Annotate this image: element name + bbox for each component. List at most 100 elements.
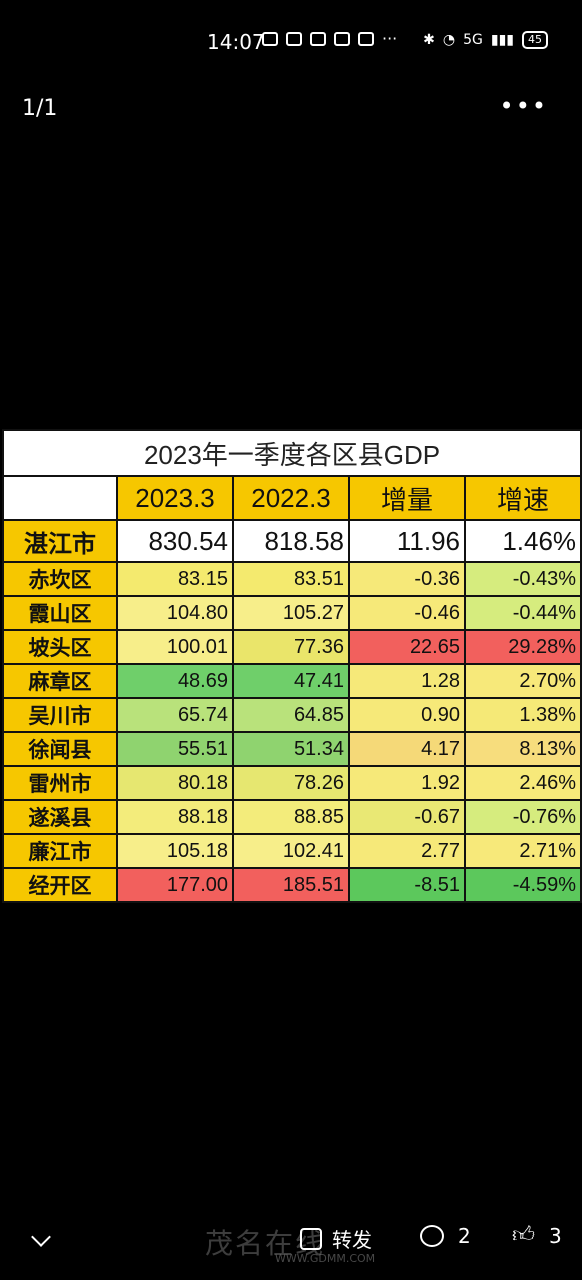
header-blank-cell bbox=[2, 475, 118, 521]
status-bar: 14:07 ··· ✱ ◔ 5G ▮▮▮ 45 bbox=[0, 0, 582, 86]
table-title: 2023年一季度各区县GDP bbox=[1, 429, 582, 477]
value-cell-v2023: 80.18 bbox=[116, 765, 234, 801]
viewer-top-bar: 1/1 ••• bbox=[0, 86, 582, 130]
table-row: 赤坎区 83.15 83.51 -0.36 -0.43% bbox=[2, 561, 582, 597]
value-cell-rate: -0.76% bbox=[463, 799, 582, 835]
value-cell-rate: 1.38% bbox=[463, 697, 582, 733]
value-cell-rate: 29.28% bbox=[463, 629, 582, 665]
value-cell-v2022: 51.34 bbox=[232, 731, 350, 767]
region-name-cell: 经开区 bbox=[2, 867, 118, 903]
region-name-cell: 赤坎区 bbox=[2, 561, 118, 597]
bluetooth-icon: ✱ bbox=[423, 32, 435, 48]
table-row: 廉江市 105.18 102.41 2.77 2.71% bbox=[2, 833, 582, 869]
share-label: 转发 bbox=[332, 1228, 372, 1252]
status-time: 14:07 bbox=[207, 30, 265, 54]
value-cell-v2022: 105.27 bbox=[232, 595, 350, 631]
region-name-cell: 坡头区 bbox=[2, 629, 118, 665]
region-name-cell: 遂溪县 bbox=[2, 799, 118, 835]
value-cell-v2023: 88.18 bbox=[116, 799, 234, 835]
column-header: 2023.3 bbox=[116, 475, 234, 521]
value-cell-rate: 2.70% bbox=[463, 663, 582, 699]
watermark-url: WWW.GDMM.COM bbox=[275, 1252, 376, 1265]
table-row-city: 湛江市 830.54 818.58 11.96 1.46% bbox=[2, 519, 582, 563]
value-cell-inc: -0.46 bbox=[348, 595, 466, 631]
value-cell-v2022: 185.51 bbox=[232, 867, 350, 903]
table-row: 麻章区 48.69 47.41 1.28 2.70% bbox=[2, 663, 582, 699]
table-row: 坡头区 100.01 77.36 22.65 29.28% bbox=[2, 629, 582, 665]
value-cell-v2023: 48.69 bbox=[116, 663, 234, 699]
value-cell-rate: 8.13% bbox=[463, 731, 582, 767]
gdp-table-image[interactable]: 2023年一季度各区县GDP 2023.3 2022.3 增量 增速 湛江市 83… bbox=[1, 429, 582, 903]
table-row: 遂溪县 88.18 88.85 -0.67 -0.76% bbox=[2, 799, 582, 835]
value-cell-v2023: 65.74 bbox=[116, 697, 234, 733]
value-cell-inc: -0.67 bbox=[348, 799, 466, 835]
table-row: 雷州市 80.18 78.26 1.92 2.46% bbox=[2, 765, 582, 801]
value-cell-v2022: 83.51 bbox=[232, 561, 350, 597]
column-header: 增量 bbox=[348, 475, 466, 521]
table-row: 徐闻县 55.51 51.34 4.17 8.13% bbox=[2, 731, 582, 767]
chevron-down-icon[interactable] bbox=[31, 1227, 51, 1247]
region-name-cell: 霞山区 bbox=[2, 595, 118, 631]
page-counter: 1/1 bbox=[22, 96, 58, 121]
value-cell-v2023: 100.01 bbox=[116, 629, 234, 665]
column-header: 2022.3 bbox=[232, 475, 350, 521]
region-name-cell: 湛江市 bbox=[2, 519, 118, 563]
value-cell-rate: -0.43% bbox=[463, 561, 582, 597]
value-cell-inc: 1.92 bbox=[348, 765, 466, 801]
value-cell-v2023: 83.15 bbox=[116, 561, 234, 597]
share-icon bbox=[300, 1227, 322, 1250]
value-cell-v2022: 77.36 bbox=[232, 629, 350, 665]
value-cell-v2022: 64.85 bbox=[232, 697, 350, 733]
table-row: 霞山区 104.80 105.27 -0.46 -0.44% bbox=[2, 595, 582, 631]
value-cell-rate: -0.44% bbox=[463, 595, 582, 631]
value-cell-inc: 2.77 bbox=[348, 833, 466, 869]
table-row: 经开区 177.00 185.51 -8.51 -4.59% bbox=[2, 867, 582, 903]
value-cell-rate: 2.46% bbox=[463, 765, 582, 801]
value-cell-v2022: 47.41 bbox=[232, 663, 350, 699]
region-name-cell: 雷州市 bbox=[2, 765, 118, 801]
value-cell-v2023: 830.54 bbox=[116, 519, 234, 563]
value-cell-rate: 2.71% bbox=[463, 833, 582, 869]
wechat-icon bbox=[358, 32, 374, 46]
network-label: 5G bbox=[463, 32, 483, 48]
value-cell-rate: 1.46% bbox=[463, 519, 582, 563]
region-name-cell: 麻章区 bbox=[2, 663, 118, 699]
signal-icon: ▮▮▮ bbox=[490, 32, 514, 48]
comment-icon bbox=[420, 1225, 444, 1247]
region-name-cell: 吴川市 bbox=[2, 697, 118, 733]
value-cell-inc: 4.17 bbox=[348, 731, 466, 767]
region-name-cell: 廉江市 bbox=[2, 833, 118, 869]
more-options-icon[interactable]: ••• bbox=[499, 92, 548, 120]
value-cell-v2022: 78.26 bbox=[232, 765, 350, 801]
value-cell-v2023: 55.51 bbox=[116, 731, 234, 767]
value-cell-rate: -4.59% bbox=[463, 867, 582, 903]
value-cell-v2022: 818.58 bbox=[232, 519, 350, 563]
more-notifications-icon: ··· bbox=[382, 29, 398, 48]
app-notification-icon bbox=[286, 32, 302, 46]
value-cell-inc: 22.65 bbox=[348, 629, 466, 665]
value-cell-v2023: 104.80 bbox=[116, 595, 234, 631]
value-cell-inc: -0.36 bbox=[348, 561, 466, 597]
mail-icon bbox=[334, 32, 350, 46]
comment-count: 2 bbox=[458, 1224, 471, 1248]
value-cell-inc: 11.96 bbox=[348, 519, 466, 563]
battery-icon: 45 bbox=[522, 31, 548, 49]
like-button[interactable]: 👍︎ 3 bbox=[512, 1224, 562, 1248]
bottom-action-bar: 茂名在线 WWW.GDMM.COM 转发 2 👍︎ 3 bbox=[0, 1210, 582, 1270]
watermark-logo: 茂名在线 bbox=[205, 1227, 326, 1260]
status-indicators: ✱ ◔ 5G ▮▮▮ 45 bbox=[423, 31, 548, 49]
share-button[interactable]: 转发 bbox=[300, 1224, 372, 1253]
value-cell-v2023: 105.18 bbox=[116, 833, 234, 869]
comment-button[interactable]: 2 bbox=[420, 1224, 471, 1248]
notification-icons: ··· bbox=[262, 29, 398, 48]
missed-call-icon bbox=[262, 32, 278, 46]
value-cell-inc: 0.90 bbox=[348, 697, 466, 733]
value-cell-v2023: 177.00 bbox=[116, 867, 234, 903]
table-header-row: 2023.3 2022.3 增量 增速 bbox=[2, 475, 582, 521]
value-cell-v2022: 88.85 bbox=[232, 799, 350, 835]
table-row: 吴川市 65.74 64.85 0.90 1.38% bbox=[2, 697, 582, 733]
wifi-icon: ◔ bbox=[442, 32, 456, 48]
value-cell-inc: -8.51 bbox=[348, 867, 466, 903]
thumbs-up-icon: 👍︎ bbox=[512, 1223, 535, 1248]
value-cell-v2022: 102.41 bbox=[232, 833, 350, 869]
